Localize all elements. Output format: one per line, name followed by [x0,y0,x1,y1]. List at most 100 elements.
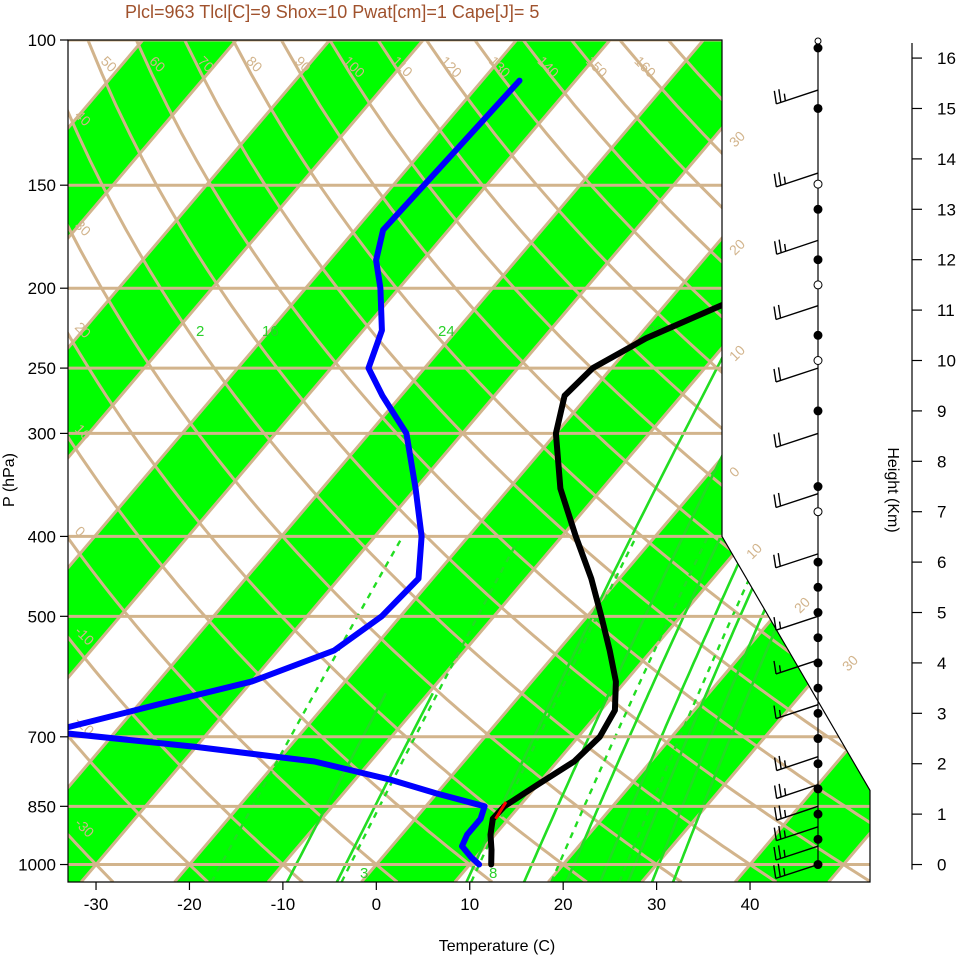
height-marker [813,330,823,340]
isotherm-right-label: 10 [743,540,765,562]
height-marker [813,204,823,214]
wind-barb [773,432,819,448]
height-marker [813,809,823,819]
barb-flag [778,172,782,186]
height-tick-label: 8 [937,452,946,471]
isotherm-right-label: 30 [726,128,748,150]
height-tick-label: 16 [937,49,956,68]
wind-barb [773,704,819,720]
wind-barb [773,367,819,383]
dry-adiabat [68,40,588,882]
temperature-band [68,40,424,882]
barb-half-flag [783,243,787,252]
height-marker [813,557,823,567]
barb-flag [773,617,777,631]
wind-barb [773,492,819,509]
dry-adiabat [134,40,870,882]
dewpoint-profile [68,77,523,868]
barb-staff [775,367,819,383]
barb-flag [777,553,781,567]
barb-flag [778,89,782,103]
barb-half-flag [783,830,787,838]
dry-adiabat [68,40,778,882]
barb-flag [773,827,778,841]
barb-staff [775,845,819,861]
dry-adiabat [68,40,304,882]
temperature-tick-label: -10 [271,895,296,914]
pressure-tick-label: 700 [28,728,56,747]
wind-barb [773,172,819,188]
temperature-tick-label: 20 [554,895,573,914]
isotherm-right-label: 0 [726,463,743,480]
isobar-lines [68,40,870,867]
height-marker [814,37,822,45]
barb-staff [775,432,819,448]
isotherm-line [68,40,331,882]
barb-flag [777,492,782,507]
barb-flag [777,432,782,446]
barb-flag [773,554,777,568]
barb-flag [773,846,777,861]
barb-staff [776,89,819,105]
temperature-tick-label: 0 [372,895,381,914]
barb-staff [776,756,819,772]
wind-barb [773,783,819,800]
isotherm-label: 120 [437,53,465,81]
height-marker [813,608,823,618]
barb-half-flag [778,665,782,673]
height-marker [813,280,823,290]
barb-flag [773,494,777,508]
isotherm-line [640,40,870,882]
isotherm-line [68,40,612,882]
wind-barb [773,755,819,772]
height-marker [813,683,823,693]
wind-barb [773,845,819,861]
chart-title: Plcl=963 Tlcl[C]=9 Shox=10 Pwat[cm]=1 Ca… [125,2,539,22]
pressure-axis: 100 150 200 250 300 400 500 700 850 1000 [18,31,68,875]
height-tick-label: 9 [937,402,946,421]
barb-staff [775,615,819,631]
isotherm-right-label: 20 [726,236,748,258]
barb-flag [773,785,778,799]
height-tick-label: 13 [937,200,956,219]
plot-frame [67,39,871,883]
dry-adiabat [68,40,683,882]
height-marker [813,406,823,416]
mixing-ratio-bottom-label: 3 [360,865,368,882]
barb-flag [773,660,777,675]
height-marker [813,582,823,592]
barb-half-flag [783,868,786,876]
height-tick-label: 4 [937,654,946,673]
barb-flag [773,434,777,448]
barb-flag [773,705,777,719]
pressure-tick-label: 200 [28,279,56,298]
dry-adiabat [86,40,870,882]
temperature-tick-label: -20 [177,895,202,914]
wind-barb [773,615,819,631]
height-marker [813,179,823,189]
isotherm-right-label: 10 [726,342,748,364]
isotherm-line [80,40,799,882]
profiles [68,77,870,868]
isotherm-label: 80 [243,53,265,75]
barb-flag [773,306,777,320]
temperature-profile [487,77,870,868]
parcel-path [494,801,508,820]
shaded-bands [68,40,870,882]
height-marker [813,255,823,265]
temperature-band [548,40,870,882]
barb-flag [773,865,777,879]
wind-barb [773,805,819,821]
pressure-tick-label: 150 [28,176,56,195]
mixing-ratio-line [335,692,434,882]
dry-adiabat [68,40,494,882]
barb-flag [773,807,778,821]
pressure-tick-label: 400 [28,527,56,546]
wind-barb [773,239,819,255]
height-marker [813,708,823,718]
wind-barb [773,825,819,842]
barb-flag [773,173,778,187]
barb-flag [778,805,782,819]
